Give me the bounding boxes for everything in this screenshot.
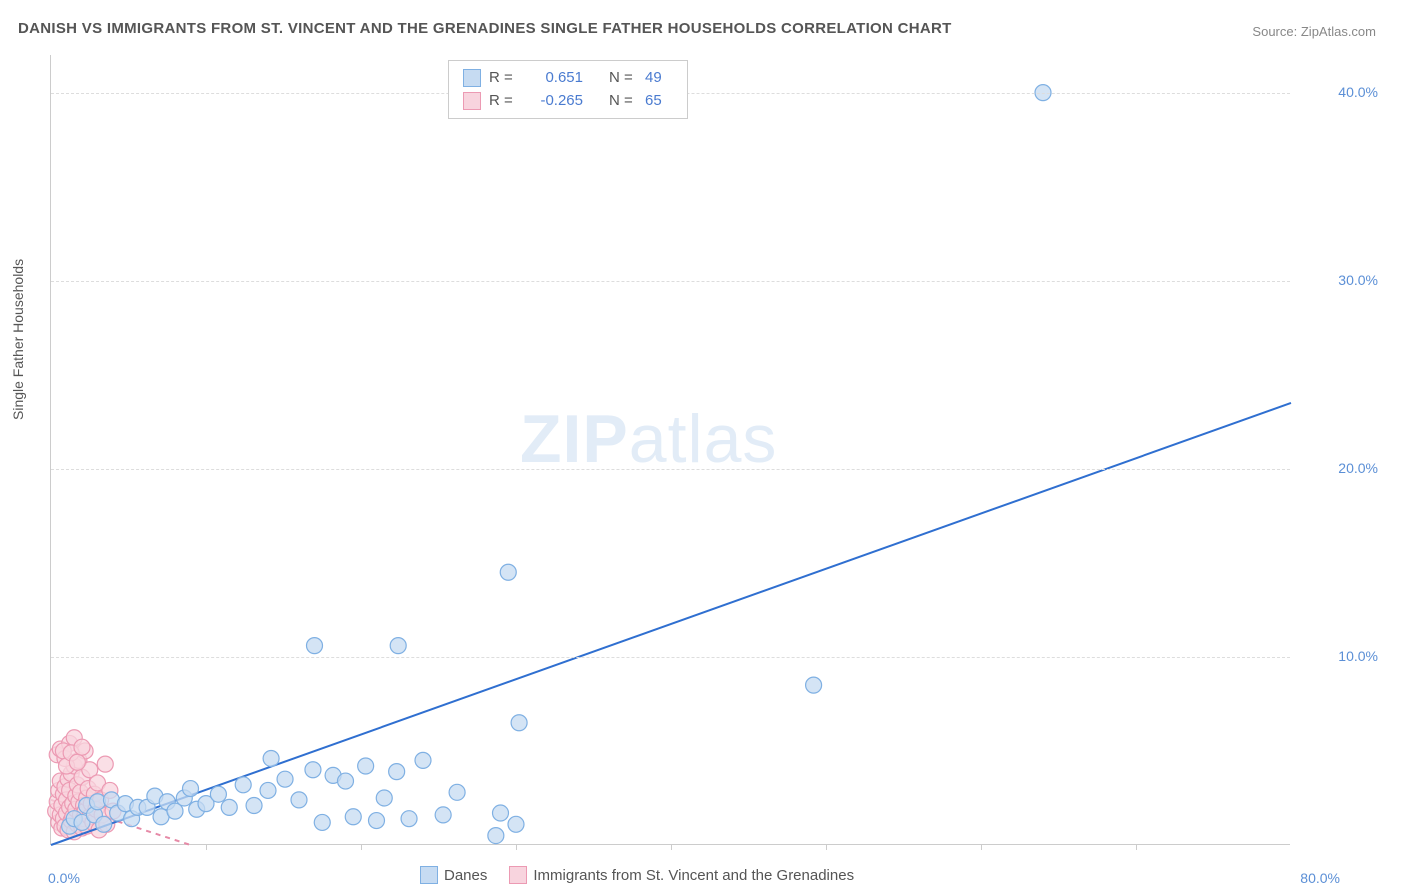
legend-label: Danes <box>444 867 487 884</box>
source-attribution: Source: ZipAtlas.com <box>1252 24 1376 39</box>
x-tick-mark <box>826 844 827 850</box>
r-value: -0.265 <box>525 90 583 113</box>
swatch-immigrants <box>463 92 481 110</box>
stats-row-immigrants: R = -0.265 N = 65 <box>463 90 673 113</box>
legend-item-danes: Danes <box>420 866 487 884</box>
x-tick-left: 0.0% <box>48 870 80 886</box>
y-tick-label: 10.0% <box>1338 648 1378 664</box>
x-tick-mark <box>671 844 672 850</box>
x-tick-mark <box>206 844 207 850</box>
data-point-immigrants <box>69 754 85 770</box>
plot-svg <box>51 55 1290 844</box>
n-label: N = <box>609 67 637 90</box>
swatch-danes <box>463 69 481 87</box>
correlation-chart: DANISH VS IMMIGRANTS FROM ST. VINCENT AN… <box>0 0 1406 892</box>
data-point-danes <box>415 752 431 768</box>
gridline-h <box>51 281 1290 282</box>
x-tick-right: 80.0% <box>1300 870 1340 886</box>
legend-item-immigrants: Immigrants from St. Vincent and the Gren… <box>509 866 854 884</box>
data-point-danes <box>210 786 226 802</box>
series-legend: Danes Immigrants from St. Vincent and the… <box>420 866 854 884</box>
data-point-danes <box>435 807 451 823</box>
x-tick-mark <box>1136 844 1137 850</box>
data-point-danes <box>314 814 330 830</box>
gridline-h <box>51 657 1290 658</box>
data-point-danes <box>369 813 385 829</box>
data-point-danes <box>277 771 293 787</box>
data-point-immigrants <box>97 756 113 772</box>
data-point-danes <box>291 792 307 808</box>
data-point-danes <box>500 564 516 580</box>
data-point-danes <box>376 790 392 806</box>
stats-row-danes: R = 0.651 N = 49 <box>463 67 673 90</box>
legend-label: Immigrants from St. Vincent and the Gren… <box>533 867 854 884</box>
data-point-danes <box>221 799 237 815</box>
n-value: 65 <box>645 90 673 113</box>
data-point-danes <box>307 638 323 654</box>
data-point-danes <box>305 762 321 778</box>
data-point-danes <box>493 805 509 821</box>
data-point-danes <box>345 809 361 825</box>
data-point-immigrants <box>74 739 90 755</box>
data-point-danes <box>389 764 405 780</box>
y-tick-label: 40.0% <box>1338 84 1378 100</box>
y-tick-label: 20.0% <box>1338 460 1378 476</box>
n-label: N = <box>609 90 637 113</box>
data-point-danes <box>183 781 199 797</box>
stats-legend-box: R = 0.651 N = 49 R = -0.265 N = 65 <box>448 60 688 119</box>
data-point-danes <box>508 816 524 832</box>
data-point-danes <box>260 782 276 798</box>
legend-swatch-danes <box>420 866 438 884</box>
x-tick-mark <box>516 844 517 850</box>
r-label: R = <box>489 90 517 113</box>
r-label: R = <box>489 67 517 90</box>
n-value: 49 <box>645 67 673 90</box>
x-tick-mark <box>361 844 362 850</box>
data-point-danes <box>246 798 262 814</box>
r-value: 0.651 <box>525 67 583 90</box>
source-label: Source: <box>1252 24 1297 39</box>
source-value: ZipAtlas.com <box>1301 24 1376 39</box>
data-point-danes <box>235 777 251 793</box>
x-tick-mark <box>981 844 982 850</box>
data-point-danes <box>806 677 822 693</box>
chart-title: DANISH VS IMMIGRANTS FROM ST. VINCENT AN… <box>18 20 952 37</box>
data-point-danes <box>358 758 374 774</box>
data-point-danes <box>263 750 279 766</box>
plot-area <box>50 55 1290 845</box>
data-point-danes <box>449 784 465 800</box>
y-axis-label: Single Father Households <box>10 259 26 420</box>
data-point-danes <box>401 811 417 827</box>
gridline-h <box>51 469 1290 470</box>
legend-swatch-immigrants <box>509 866 527 884</box>
data-point-danes <box>511 715 527 731</box>
y-tick-label: 30.0% <box>1338 272 1378 288</box>
data-point-danes <box>338 773 354 789</box>
data-point-danes <box>96 816 112 832</box>
data-point-danes <box>488 828 504 844</box>
data-point-danes <box>390 638 406 654</box>
